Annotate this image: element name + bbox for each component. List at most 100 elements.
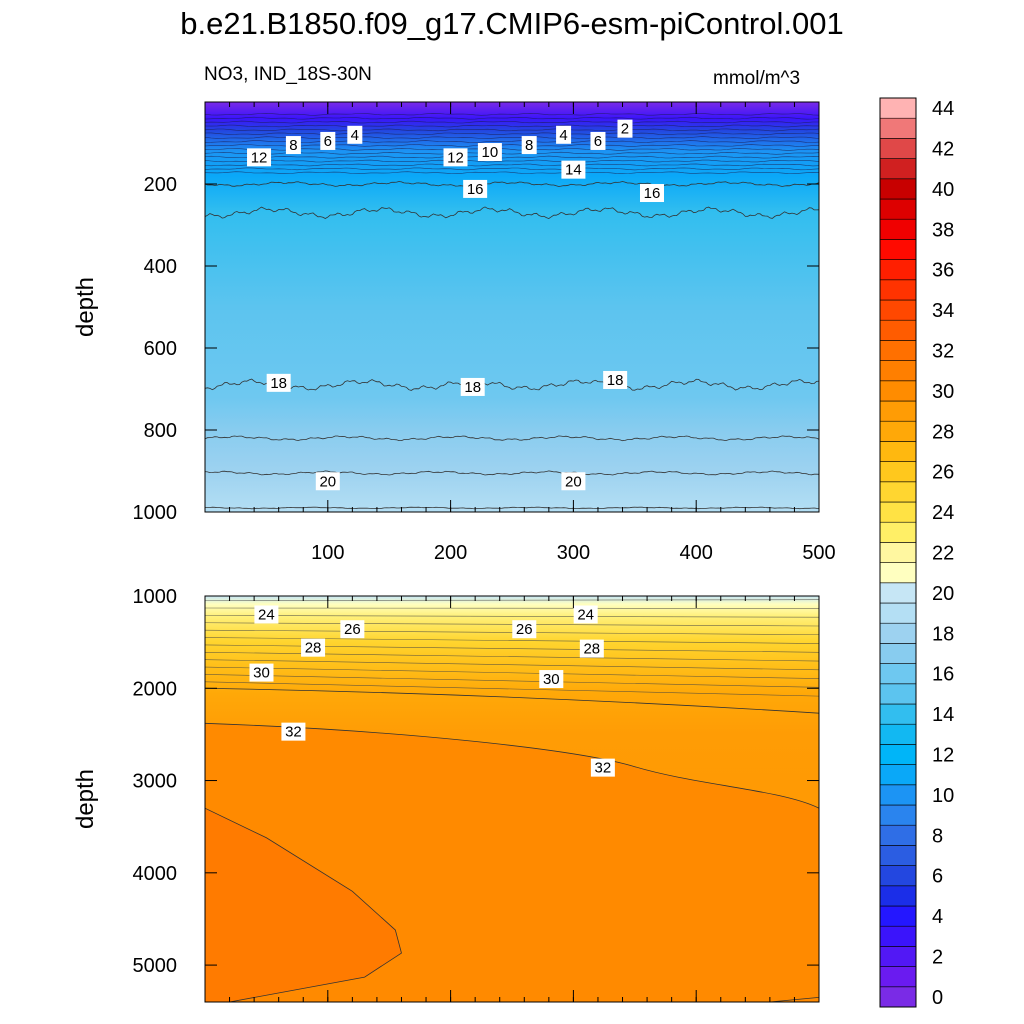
svg-text:12: 12 [251, 149, 268, 166]
svg-text:8: 8 [289, 137, 297, 154]
colorbar-swatch [879, 865, 917, 887]
colorbar-swatch [879, 158, 917, 180]
upper-panel: 2 4 4 6 6 8 8 10 12 12 14 16 16 18 18 18 20 20 100 200 300 4… [72, 101, 836, 564]
contour-label: 32 [590, 758, 615, 777]
svg-text:32: 32 [595, 760, 612, 777]
svg-text:14: 14 [565, 162, 582, 179]
colorbar-swatch [879, 562, 917, 584]
colorbar-swatch [879, 441, 917, 462]
colorbar-swatch [879, 239, 917, 260]
contour-line-21 [205, 506, 819, 510]
upper-fill [205, 102, 819, 512]
colorbar-tick-label: 44 [932, 98, 954, 120]
contour-line [205, 637, 819, 644]
colorbar-swatch [879, 744, 917, 765]
colorbar-tick-label: 4 [932, 906, 943, 928]
contour-line [205, 167, 819, 171]
upper-contour-labels: 2 4 4 6 6 8 8 10 12 12 14 16 16 18 18 18 20 20 [247, 119, 664, 491]
lower-axes: 1000 2000 3000 4000 5000 depth [72, 586, 820, 1002]
contour-line [205, 124, 819, 128]
colorbar-swatch [879, 117, 917, 139]
colorbar-tick-label: 34 [932, 300, 954, 322]
contour-line [205, 144, 819, 147]
contour-label: 2 [617, 119, 633, 138]
contour-line-20 [205, 470, 819, 476]
x-tick-label: 400 [680, 542, 713, 564]
colorbar-swatch [879, 663, 917, 685]
svg-text:16: 16 [644, 185, 661, 202]
y-tick-label: 5000 [133, 955, 178, 977]
y-axis-title: depth [72, 769, 99, 829]
colorbar-tick-label: 22 [932, 543, 954, 565]
contour-label: 18 [603, 370, 628, 389]
y-tick-label: 4000 [133, 863, 178, 885]
svg-text:28: 28 [583, 641, 600, 658]
colorbar-swatch [879, 946, 917, 967]
svg-text:10: 10 [482, 144, 499, 161]
contour-line [205, 120, 819, 124]
colorbar-swatch [879, 986, 917, 1008]
contour-line [205, 163, 819, 167]
colorbar-swatch [879, 501, 917, 523]
y-tick-label: 1000 [133, 586, 178, 608]
svg-text:18: 18 [464, 379, 481, 396]
y-tick-label: 2000 [133, 678, 178, 700]
colorbar-tick-label: 0 [932, 987, 943, 1009]
colorbar-swatch [879, 218, 917, 240]
contour-line [205, 659, 819, 671]
contour-label: 10 [477, 143, 502, 162]
lower-frame [204, 595, 820, 1003]
colorbar-swatch [879, 279, 917, 301]
x-tick-label: 500 [802, 542, 835, 564]
colorbar-swatch [879, 138, 917, 159]
contour-line-30 [205, 687, 819, 714]
region-33 [205, 808, 402, 1002]
svg-text:4: 4 [559, 127, 567, 144]
colorbar-swatch [879, 380, 917, 402]
contour-line [205, 622, 819, 627]
contour-line [205, 132, 819, 136]
colorbar-swatch [879, 299, 917, 321]
figure-title: b.e21.B1850.f09_g17.CMIP6-esm-piControl.… [180, 6, 844, 41]
upper-axes: 100 200 300 400 500 200 400 600 800 1000 depth [72, 102, 836, 564]
contour-line-19 [205, 435, 819, 442]
svg-text:24: 24 [577, 606, 594, 623]
svg-text:24: 24 [258, 606, 275, 623]
colorbar-swatch [879, 340, 917, 361]
colorbar-tick-label: 12 [932, 745, 954, 767]
y-tick-label: 600 [144, 338, 177, 360]
colorbar-tick-label: 6 [932, 866, 943, 888]
contour-label: 28 [301, 638, 326, 657]
colorbar-swatch [879, 481, 917, 503]
contour-label: 26 [512, 620, 537, 639]
svg-text:30: 30 [543, 671, 560, 688]
contour-line [205, 140, 819, 143]
contour-line [205, 147, 819, 151]
contour-label: 16 [639, 184, 664, 203]
colorbar-swatch [879, 542, 917, 563]
colorbar-tick-label: 16 [932, 664, 954, 686]
colorbar-swatch [879, 925, 917, 947]
colorbar-swatch [879, 905, 917, 927]
x-tick-label: 100 [311, 542, 344, 564]
colorbar-tick-label: 40 [932, 179, 954, 201]
colorbar-swatch [879, 764, 917, 786]
contour-label: 12 [247, 148, 272, 167]
colorbar-swatch [879, 804, 917, 826]
colorbar-swatch [879, 259, 917, 281]
contour-line [205, 116, 819, 120]
colorbar-tick-label: 36 [932, 260, 954, 282]
contour-line [205, 666, 819, 679]
contour-label: 32 [281, 722, 306, 741]
colorbar-swatch [879, 198, 917, 220]
colorbar-swatch [879, 582, 917, 604]
contour-label: 20 [561, 472, 586, 491]
contour-label: 24 [254, 605, 279, 624]
upper-frame [204, 101, 820, 513]
contour-label: 26 [340, 620, 365, 639]
colorbar-swatch [879, 643, 917, 664]
colorbar-swatch [879, 360, 917, 382]
svg-text:26: 26 [344, 621, 361, 638]
colorbar-swatch [879, 521, 917, 543]
